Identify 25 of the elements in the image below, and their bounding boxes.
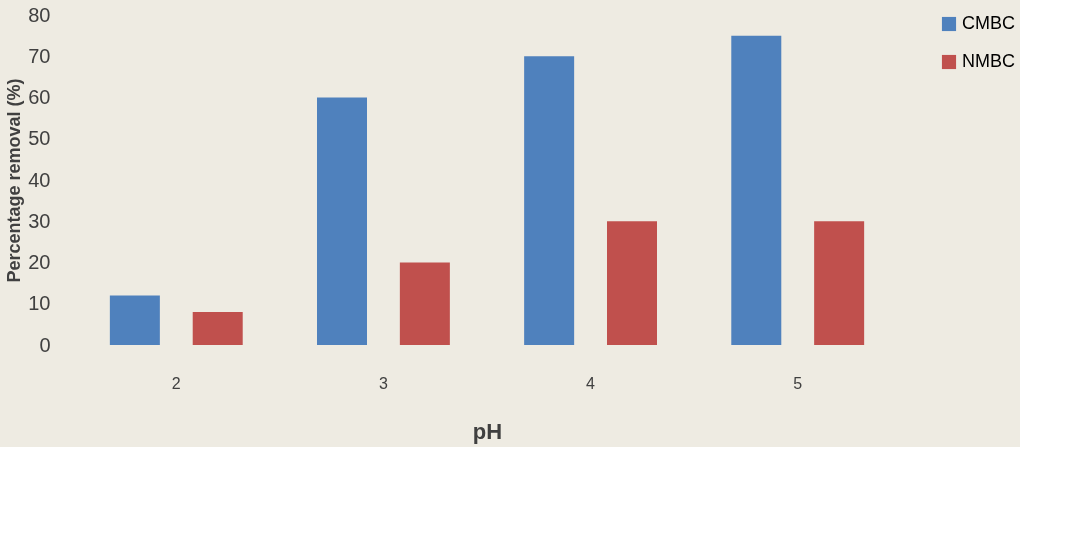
legend-label: CMBC — [962, 13, 1015, 33]
bar — [109, 295, 160, 345]
y-tick-label: 80 — [28, 3, 51, 26]
legend-label: NMBC — [962, 51, 1015, 71]
x-tick-label: 2 — [171, 374, 181, 392]
y-tick-label: 20 — [28, 251, 51, 273]
bar — [524, 56, 575, 345]
y-tick-label: 70 — [28, 44, 51, 67]
y-tick-label: 40 — [28, 168, 51, 191]
bar — [607, 221, 657, 345]
bar — [317, 97, 367, 345]
y-tick-label: 0 — [39, 333, 51, 356]
bar — [399, 262, 450, 345]
x-tick-label: 5 — [793, 374, 803, 392]
x-axis-title: pH — [472, 418, 503, 444]
y-tick-label: 30 — [28, 209, 51, 232]
x-tick-label: 3 — [378, 374, 388, 392]
y-tick-label: 10 — [28, 292, 51, 315]
bar — [192, 312, 243, 345]
y-tick-label: 50 — [28, 127, 51, 150]
bar — [814, 221, 865, 345]
x-tick-label: 4 — [586, 374, 596, 392]
y-tick-label: 60 — [28, 86, 51, 108]
bar — [731, 35, 782, 345]
y-axis-title: Percentage removal (%) — [4, 78, 25, 283]
